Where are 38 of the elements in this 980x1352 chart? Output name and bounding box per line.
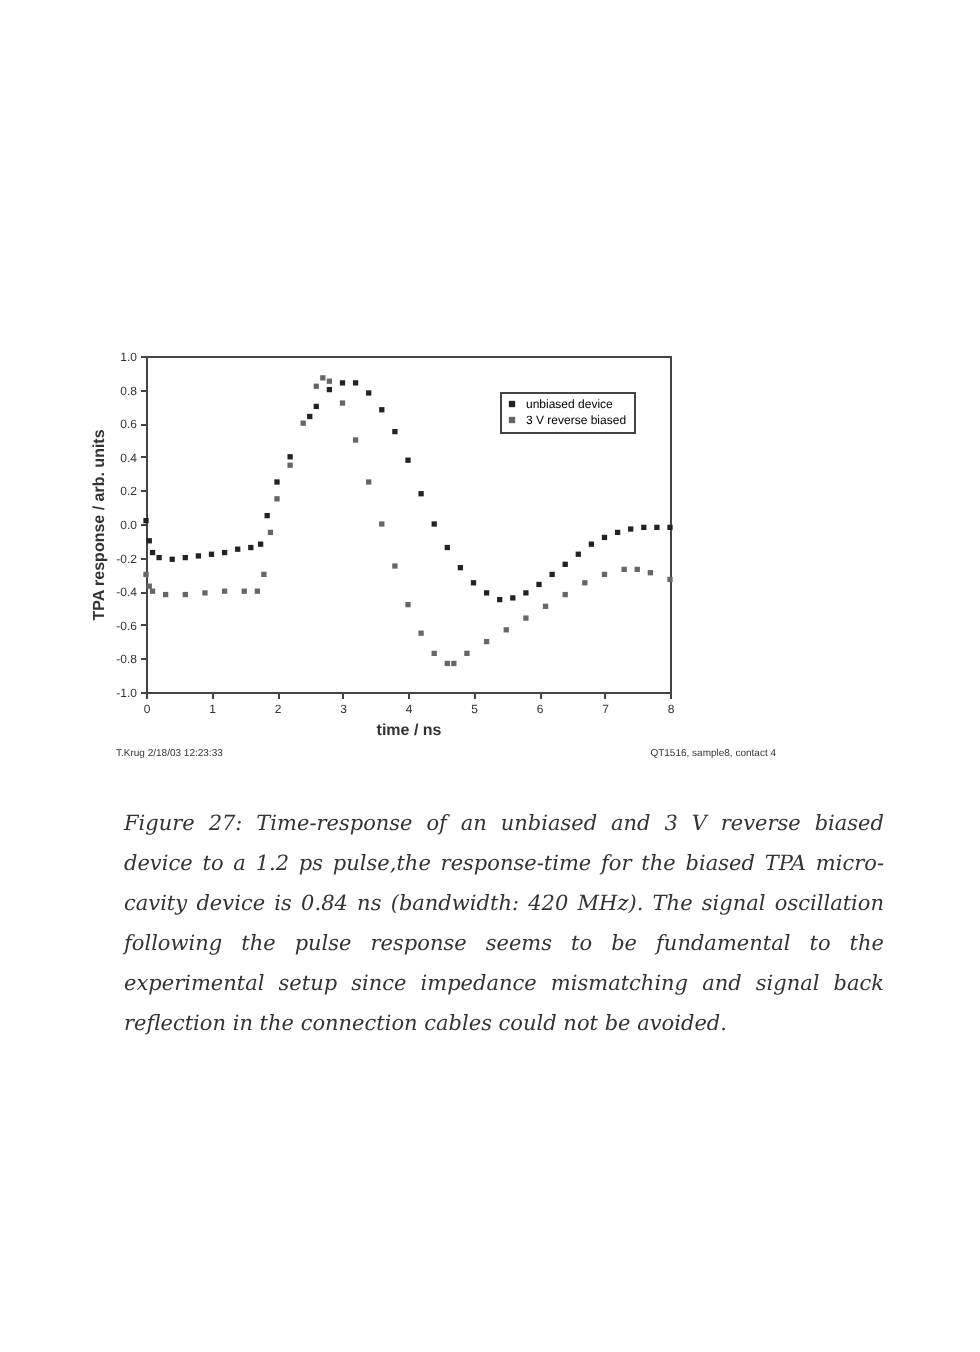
point bbox=[202, 590, 208, 596]
point bbox=[667, 576, 673, 583]
point bbox=[523, 615, 529, 621]
point bbox=[143, 517, 149, 524]
point bbox=[143, 571, 149, 578]
point bbox=[431, 521, 437, 527]
point bbox=[464, 650, 470, 657]
point bbox=[418, 630, 424, 636]
point bbox=[523, 590, 529, 596]
point bbox=[366, 390, 372, 396]
point bbox=[483, 590, 490, 596]
point bbox=[261, 571, 267, 578]
point bbox=[352, 437, 359, 443]
caption: Figure 27: Time-response of an unbiased and 3 V reverse biased device to a 1.2 ps pulse,the response-time for the biased TPA micro-cavity device is 0.84 ns (bandwidth: 420 MHz). The signal oscillation following the pulse response seems to be fundamental to the experimental setup since impedance mismatching and signal back reflection in the connection cables could not be avoided. bbox=[124, 810, 884, 1040]
point bbox=[405, 457, 411, 463]
point bbox=[654, 524, 660, 531]
point bbox=[156, 554, 162, 561]
point bbox=[366, 479, 372, 485]
point bbox=[510, 595, 516, 601]
point bbox=[392, 563, 398, 569]
point bbox=[667, 524, 673, 531]
point bbox=[628, 526, 634, 532]
x-axis-title: time / ns bbox=[376, 721, 443, 739]
point bbox=[352, 380, 359, 386]
point bbox=[339, 400, 346, 406]
point bbox=[549, 571, 555, 578]
point bbox=[339, 380, 346, 386]
point bbox=[287, 454, 293, 460]
point bbox=[418, 491, 424, 497]
point bbox=[274, 479, 280, 485]
y-axis-title: TPA response / arb. units bbox=[90, 428, 109, 621]
point bbox=[195, 553, 202, 559]
point bbox=[379, 521, 385, 527]
point bbox=[287, 462, 293, 468]
point bbox=[405, 601, 411, 608]
point bbox=[274, 496, 280, 502]
point bbox=[392, 428, 398, 435]
point bbox=[536, 581, 542, 588]
